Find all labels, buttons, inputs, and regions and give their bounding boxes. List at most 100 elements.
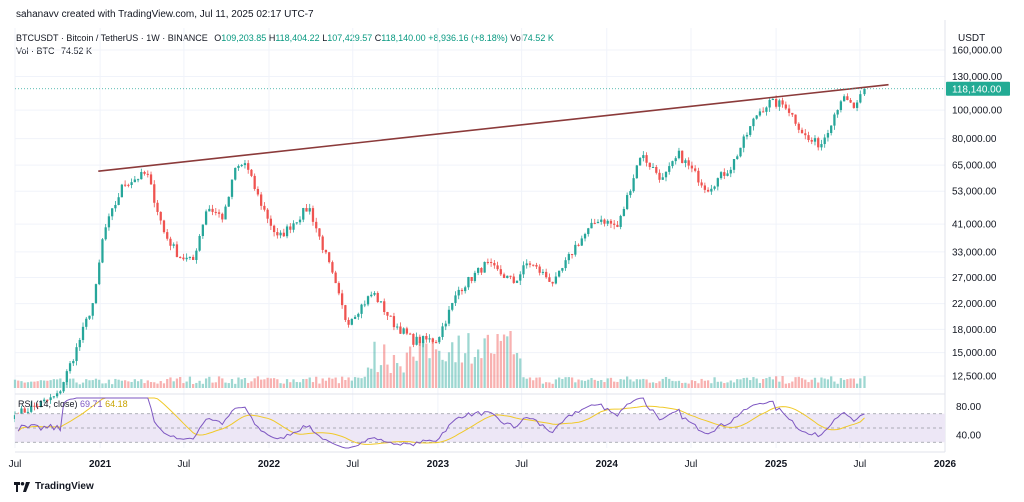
candle-body: [389, 315, 392, 317]
candle-body: [434, 341, 438, 343]
candle-body: [583, 234, 587, 239]
candle-body: [768, 99, 771, 108]
candle-body: [159, 211, 162, 221]
volume-legend-value: 74.52 K: [61, 46, 93, 56]
candle-body: [428, 338, 431, 340]
volume-bar: [480, 358, 483, 388]
candle-body: [49, 397, 52, 401]
candle-body: [635, 165, 638, 179]
volume-bar: [224, 382, 227, 388]
price-tick-label: 130,000.00: [952, 72, 1002, 83]
candle-body: [123, 184, 127, 186]
volume-bar: [85, 379, 88, 388]
volume-bar: [353, 377, 357, 388]
rsi-panel[interactable]: 80.00 40.00 RSI (14, close) 69.71 64.18: [15, 397, 981, 449]
resistance-trendline: [98, 83, 889, 172]
volume-bar: [240, 379, 243, 388]
candle-body: [146, 173, 149, 175]
candle-body: [755, 115, 758, 119]
volume-bar: [642, 378, 645, 388]
volume-bar: [120, 380, 124, 388]
volume-bar: [467, 333, 470, 388]
candle-body: [117, 197, 120, 205]
candle-body: [774, 98, 778, 107]
candle-body: [72, 361, 75, 364]
volume-bar: [52, 379, 55, 388]
time-tick-label: Jul: [177, 459, 190, 470]
candle-body: [279, 232, 282, 236]
volume-bar: [535, 377, 538, 388]
price-tick-label: 33,000.00: [952, 247, 997, 258]
volume-bar: [690, 380, 694, 388]
volume-bar: [648, 382, 651, 388]
time-axis[interactable]: Jul 2021 Jul 2022 Jul 2023 Jul 2024 Jul 2025 Jul 20…: [9, 451, 957, 470]
volume-bar: [253, 378, 256, 388]
volume-bar: [519, 358, 522, 388]
candle-body: [412, 333, 415, 345]
volume-bar: [402, 372, 405, 388]
volume-bar: [269, 378, 272, 388]
volume-bar: [645, 379, 648, 388]
volume-bar: [36, 381, 39, 388]
candle-body: [638, 158, 642, 166]
volume-bar: [39, 380, 43, 388]
candle-body: [136, 179, 140, 181]
tradingview-footer[interactable]: TradingView: [14, 481, 94, 492]
rsi-tick-label: 40.00: [956, 431, 981, 442]
rsi-legend: RSI (14, close) 69.71 64.18: [18, 399, 128, 409]
volume-bar: [593, 379, 596, 388]
volume-bar: [285, 379, 289, 388]
rsi-legend-label[interactable]: RSI (14, close): [18, 399, 80, 409]
candle-body: [836, 110, 839, 115]
candle-body: [736, 156, 739, 160]
candle-body: [467, 276, 470, 288]
brand-name: TradingView: [35, 481, 94, 492]
candle-body: [577, 244, 580, 246]
candle-body: [813, 138, 817, 142]
candle-body: [308, 208, 311, 212]
candle-body: [331, 262, 334, 273]
volume-bar: [817, 382, 820, 388]
last-price-tag: [946, 81, 1010, 96]
candle-body: [613, 223, 616, 225]
candle-body: [590, 222, 593, 229]
candle-body: [473, 272, 477, 281]
low-value: 107,429.57: [327, 33, 373, 43]
volume-bar: [460, 362, 464, 388]
volume-legend-label[interactable]: Vol · BTC: [16, 46, 55, 56]
low-label: L: [322, 33, 328, 43]
volume-bar: [140, 379, 143, 388]
candle-body: [512, 276, 515, 283]
candle-body: [182, 257, 185, 260]
candle-body: [655, 166, 658, 173]
price-tick-label: 12,500.00: [952, 371, 997, 382]
volume-bar: [26, 382, 30, 388]
candle-body: [587, 228, 590, 235]
candle-body: [745, 134, 749, 137]
candle-body: [55, 393, 59, 397]
volume-bar: [347, 377, 350, 388]
candle-body: [26, 411, 30, 413]
symbol-label[interactable]: BTCUSDT · Bitcoin / TetherUS · 1W · BINA…: [16, 33, 208, 43]
candle-body: [447, 309, 451, 324]
volume-bar: [344, 379, 347, 388]
candle-body: [324, 249, 328, 253]
candle-body: [370, 294, 373, 297]
candle-body: [609, 220, 613, 224]
candle-body: [863, 88, 866, 95]
volume-bar: [726, 382, 729, 388]
volume-bar: [800, 378, 804, 388]
candle-body: [36, 406, 39, 408]
volume-bar: [260, 379, 263, 388]
candle-body: [771, 98, 775, 100]
volume-bar: [331, 378, 334, 388]
volume-bar: [328, 377, 331, 388]
candle-body: [535, 264, 538, 267]
drawings-overlay[interactable]: [15, 83, 945, 172]
candle-body: [204, 211, 208, 225]
candle-body: [237, 165, 240, 168]
price-candles[interactable]: [13, 88, 866, 423]
volume-bar: [629, 379, 632, 388]
